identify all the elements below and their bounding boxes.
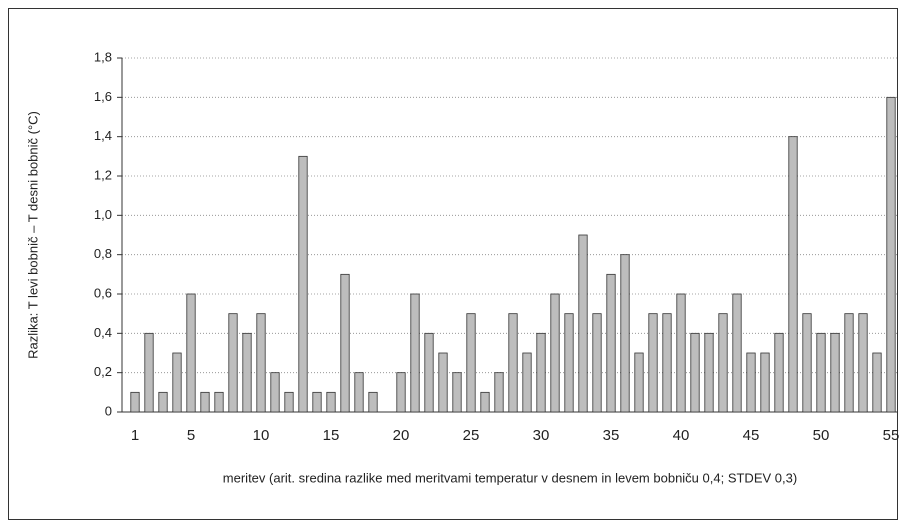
y-tick-label: 0,6 — [94, 285, 112, 300]
x-tick-label: 30 — [533, 427, 550, 444]
bar — [312, 391, 322, 413]
bar — [340, 273, 350, 413]
bar — [746, 352, 756, 413]
bar — [830, 332, 840, 413]
y-tick-label: 1,6 — [94, 89, 112, 104]
y-tick-label: 0,4 — [94, 325, 112, 340]
bar — [704, 332, 714, 413]
bar — [186, 293, 196, 413]
bar — [760, 352, 770, 413]
bar — [494, 372, 504, 413]
bar — [214, 391, 224, 413]
bar — [410, 293, 420, 413]
x-tick-label: 35 — [603, 427, 620, 444]
x-tick-label: 15 — [323, 427, 340, 444]
bar — [788, 136, 798, 413]
bar — [844, 313, 854, 413]
bar — [508, 313, 518, 413]
bar — [144, 332, 154, 413]
bar — [326, 391, 336, 413]
bar — [438, 352, 448, 413]
bar — [284, 391, 294, 413]
bar — [354, 372, 364, 413]
bar — [200, 391, 210, 413]
bar — [298, 155, 308, 413]
bar — [424, 332, 434, 413]
bar — [816, 332, 826, 413]
bar — [522, 352, 532, 413]
bar — [662, 313, 672, 413]
y-tick-label: 0 — [105, 403, 112, 418]
bar — [676, 293, 686, 413]
bar — [802, 313, 812, 413]
y-tick-label: 1,2 — [94, 167, 112, 182]
bar — [886, 96, 896, 413]
bar — [732, 293, 742, 413]
bar — [718, 313, 728, 413]
bar — [270, 372, 280, 413]
x-tick-label: 40 — [673, 427, 690, 444]
bar — [242, 332, 252, 413]
x-tick-label: 1 — [131, 427, 139, 444]
y-tick-label: 0,8 — [94, 246, 112, 261]
x-tick-label: 25 — [463, 427, 480, 444]
y-tick-label: 0,2 — [94, 364, 112, 379]
bar — [452, 372, 462, 413]
x-tick-label: 50 — [813, 427, 830, 444]
bar — [368, 391, 378, 413]
y-tick-label: 1,0 — [94, 207, 112, 222]
bar — [620, 254, 630, 413]
bar — [606, 273, 616, 413]
bar — [774, 332, 784, 413]
bar — [158, 391, 168, 413]
x-tick-label: 10 — [253, 427, 270, 444]
bar — [564, 313, 574, 413]
bar — [130, 391, 140, 413]
x-tick-label: 45 — [743, 427, 760, 444]
bar — [858, 313, 868, 413]
bar — [466, 313, 476, 413]
bar — [256, 313, 266, 413]
bar — [690, 332, 700, 413]
bar — [396, 372, 406, 413]
frame — [8, 8, 898, 520]
bar — [480, 391, 490, 413]
bar — [872, 352, 882, 413]
bar — [228, 313, 238, 413]
bar — [578, 234, 588, 413]
bar — [172, 352, 182, 413]
x-axis-label: meritev (arit. sredina razlike med merit… — [223, 470, 797, 485]
bar — [592, 313, 602, 413]
y-axis-label: Razlika: T levi bobnič – T desni bobnič … — [25, 111, 40, 359]
bar — [550, 293, 560, 413]
y-tick-label: 1,4 — [94, 128, 112, 143]
x-tick-label: 20 — [393, 427, 410, 444]
x-tick-label: 5 — [187, 427, 195, 444]
x-tick-label: 55 — [883, 427, 900, 444]
y-tick-label: 1,8 — [94, 49, 112, 64]
bar — [536, 332, 546, 413]
bar — [634, 352, 644, 413]
bar — [648, 313, 658, 413]
